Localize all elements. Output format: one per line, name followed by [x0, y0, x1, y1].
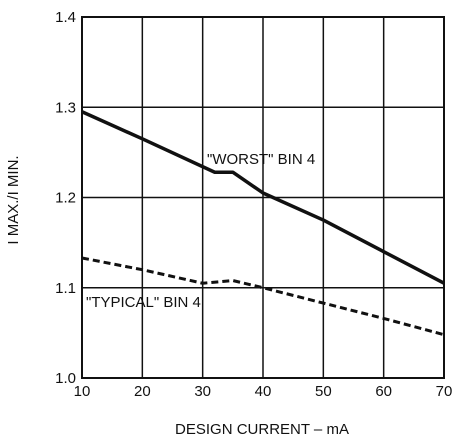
x-tick-label: 60 [375, 383, 392, 400]
y-tick-labels: 1.0 1.1 1.2 1.3 1.4 [55, 9, 76, 387]
x-tick-label: 20 [134, 383, 151, 400]
y-tick-label: 1.3 [55, 99, 76, 116]
x-tick-label: 40 [255, 383, 272, 400]
annotation-worst: "WORST" BIN 4 [207, 151, 315, 168]
annotation-typical: "TYPICAL" BIN 4 [86, 294, 201, 311]
x-tick-labels: 10 20 30 40 50 60 70 [74, 383, 453, 400]
y-axis-title: I MAX./I MIN. [5, 155, 22, 244]
grid [81, 16, 445, 379]
y-tick-label: 1.2 [55, 190, 76, 207]
series-group [81, 110, 445, 337]
y-tick-label: 1.1 [55, 280, 76, 297]
x-tick-label: 10 [74, 383, 91, 400]
y-tick-label: 1.0 [55, 370, 76, 387]
plot-frame [81, 16, 445, 379]
x-tick-label: 70 [436, 383, 453, 400]
series-line-typical [81, 256, 445, 337]
x-tick-label: 50 [315, 383, 332, 400]
x-tick-label: 30 [194, 383, 211, 400]
y-tick-label: 1.4 [55, 9, 76, 26]
x-axis-title: DESIGN CURRENT – mA [175, 421, 349, 438]
series-line-worst [81, 110, 445, 285]
